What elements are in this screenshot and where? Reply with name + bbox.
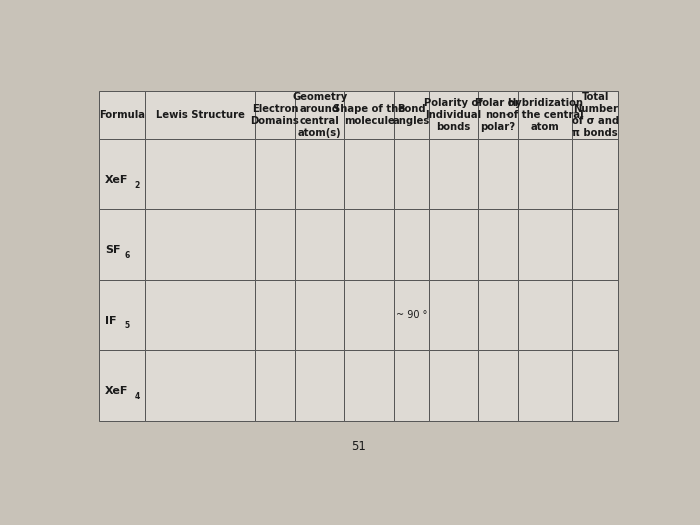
Text: Electron
Domains: Electron Domains xyxy=(251,104,300,126)
Bar xyxy=(344,280,394,350)
Bar xyxy=(394,139,428,209)
Bar xyxy=(295,91,344,139)
Bar xyxy=(517,350,573,421)
Bar xyxy=(478,280,517,350)
Bar xyxy=(517,280,573,350)
Bar xyxy=(573,139,618,209)
Text: 4: 4 xyxy=(134,392,139,401)
Text: Polar or
non-
polar?: Polar or non- polar? xyxy=(475,98,520,132)
Bar xyxy=(344,209,394,280)
Text: Formula: Formula xyxy=(99,110,145,120)
Bar xyxy=(145,91,255,139)
Bar xyxy=(99,350,145,421)
Text: Shape of the
molecule: Shape of the molecule xyxy=(333,104,405,126)
Text: IF: IF xyxy=(105,316,116,326)
Bar xyxy=(428,280,478,350)
Bar xyxy=(99,91,145,139)
Bar xyxy=(517,91,573,139)
Bar xyxy=(517,139,573,209)
Bar xyxy=(295,350,344,421)
Bar xyxy=(99,139,145,209)
Text: SF: SF xyxy=(105,245,120,255)
Bar xyxy=(394,209,428,280)
Text: 2: 2 xyxy=(134,181,139,190)
Bar xyxy=(517,209,573,280)
Bar xyxy=(478,209,517,280)
Bar xyxy=(99,280,145,350)
Bar xyxy=(145,209,255,280)
Text: Geometry
around
central
atom(s): Geometry around central atom(s) xyxy=(292,92,347,138)
Bar xyxy=(478,91,517,139)
Bar xyxy=(295,209,344,280)
Bar xyxy=(573,280,618,350)
Text: 51: 51 xyxy=(351,440,366,453)
Bar xyxy=(145,350,255,421)
Text: Lewis Structure: Lewis Structure xyxy=(155,110,244,120)
Text: Polarity of
Individual
bonds: Polarity of Individual bonds xyxy=(424,98,482,132)
Bar xyxy=(295,139,344,209)
Bar xyxy=(255,280,295,350)
Bar xyxy=(573,350,618,421)
Text: ~ 90 °: ~ 90 ° xyxy=(395,310,427,320)
Bar xyxy=(394,350,428,421)
Text: 6: 6 xyxy=(125,251,130,260)
Text: 5: 5 xyxy=(125,321,130,330)
Bar xyxy=(295,280,344,350)
Bar xyxy=(344,91,394,139)
Bar xyxy=(394,280,428,350)
Bar xyxy=(428,91,478,139)
Bar xyxy=(145,280,255,350)
Bar xyxy=(255,209,295,280)
Bar xyxy=(344,350,394,421)
Bar xyxy=(573,91,618,139)
Bar xyxy=(478,350,517,421)
Bar xyxy=(145,139,255,209)
Text: Hybridization
of the central
atom: Hybridization of the central atom xyxy=(507,98,583,132)
Bar xyxy=(428,209,478,280)
Bar xyxy=(255,350,295,421)
Bar xyxy=(428,350,478,421)
Text: XeF: XeF xyxy=(105,175,128,185)
Text: Total
Number
of σ and
π bonds: Total Number of σ and π bonds xyxy=(572,92,619,138)
Bar xyxy=(428,139,478,209)
Text: XeF: XeF xyxy=(105,386,128,396)
Bar xyxy=(478,139,517,209)
Bar xyxy=(255,91,295,139)
Bar xyxy=(573,209,618,280)
Bar xyxy=(255,139,295,209)
Bar xyxy=(344,139,394,209)
Bar xyxy=(99,209,145,280)
Bar xyxy=(394,91,428,139)
Text: Bond
angles: Bond angles xyxy=(393,104,430,126)
